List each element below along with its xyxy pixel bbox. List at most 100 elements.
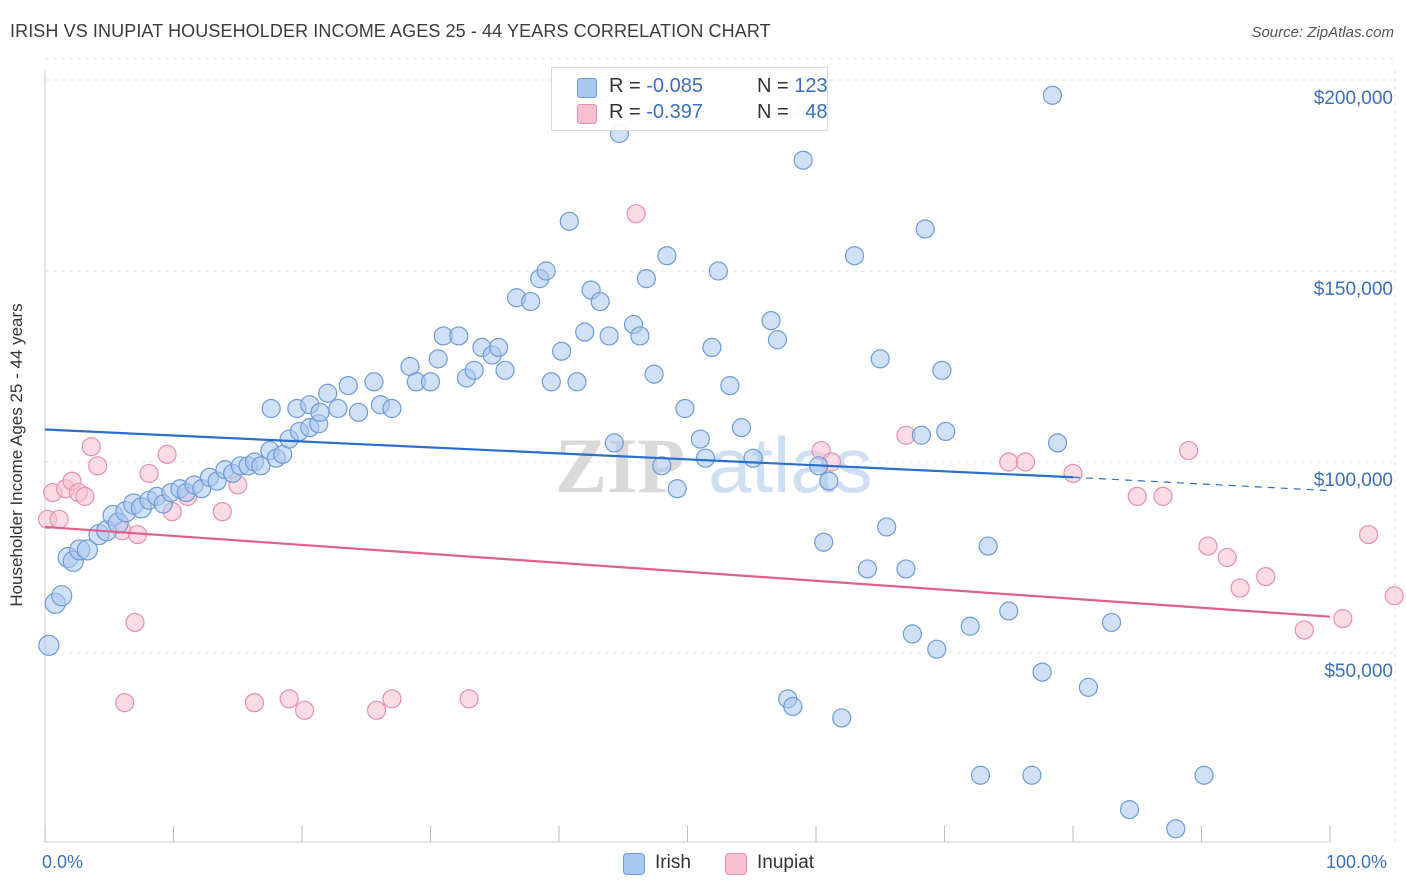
- irish-point-51: [428, 349, 448, 369]
- inupiat-point-33: [1063, 463, 1083, 484]
- irish-point-87: [731, 418, 752, 438]
- irish-point-61: [521, 291, 541, 312]
- irish-point-63: [536, 261, 556, 281]
- irish-r-value: -0.085: [646, 75, 703, 97]
- irish-point-116: [1047, 433, 1068, 453]
- y-tick-label-1: $100,000: [1314, 470, 1393, 491]
- irish-point-59: [495, 360, 515, 380]
- irish-point-85: [708, 261, 728, 281]
- irish-point-53: [449, 326, 469, 346]
- inupiat-trend-line: [44, 525, 1331, 618]
- irish-point-67: [567, 372, 587, 392]
- inupiat-point-39: [1230, 578, 1250, 598]
- irish-point-71: [599, 326, 619, 346]
- irish-point-47: [382, 398, 402, 419]
- irish-point-77: [644, 364, 664, 384]
- inupiat-point-34: [1127, 486, 1147, 506]
- irish-point-119: [1119, 800, 1140, 820]
- inupiat-point-36: [1179, 440, 1199, 461]
- irish-point-121: [1194, 765, 1214, 785]
- y-tick-label-0: $50,000: [1324, 661, 1393, 682]
- irish-point-120: [1166, 819, 1186, 839]
- inupiat-point-24: [459, 689, 479, 709]
- x-tick-max: 100.0%: [1326, 852, 1388, 872]
- inupiat-point-32: [1015, 452, 1036, 472]
- irish-point-2: [51, 585, 73, 607]
- series-legend: Irish Inupiat: [0, 851, 1406, 879]
- inupiat-point-44: [1384, 586, 1404, 606]
- irish-point-6: [76, 539, 99, 561]
- inupiat-point-22: [366, 700, 387, 720]
- inupiat-point-17: [212, 502, 232, 522]
- irish-point-111: [978, 536, 998, 556]
- irish-point-118: [1101, 612, 1122, 633]
- irish-point-70: [590, 291, 610, 312]
- irish-point-64: [541, 372, 561, 392]
- irish-point-65: [551, 341, 572, 361]
- inupiat-point-10: [115, 693, 135, 713]
- inupiat-point-14: [157, 444, 177, 464]
- y-tick-label-3: $200,000: [1314, 88, 1393, 109]
- chart-title: IRISH VS INUPIAT HOUSEHOLDER INCOME AGES…: [10, 21, 771, 41]
- irish-n-label: N =: [757, 75, 789, 97]
- irish-point-112: [999, 601, 1019, 621]
- x-tick-min: 0.0%: [42, 852, 84, 872]
- inupiat-legend-swatch: [725, 853, 747, 875]
- inupiat-point-40: [1256, 566, 1276, 587]
- inupiat-point-35: [1153, 486, 1173, 506]
- inupiat-point-6: [75, 486, 95, 506]
- irish-point-107: [932, 360, 952, 380]
- irish-point-96: [819, 471, 839, 491]
- irish-point-86: [720, 376, 740, 396]
- irish-point-101: [877, 517, 897, 537]
- inupiat-point-43: [1358, 524, 1379, 545]
- inupiat-point-19: [244, 693, 265, 713]
- irish-point-58: [489, 337, 509, 357]
- irish-point-90: [767, 330, 788, 350]
- irish-point-109: [960, 616, 980, 636]
- inupiat-n-value: 48: [805, 101, 828, 123]
- irish-point-104: [911, 425, 931, 445]
- irish-point-100: [870, 349, 890, 369]
- irish-legend-swatch: [623, 853, 645, 875]
- inupiat-point-37: [1198, 536, 1218, 556]
- irish-point-105: [915, 219, 935, 239]
- irish-point-88: [743, 448, 763, 468]
- irish-point-55: [464, 360, 484, 380]
- irish-point-37: [261, 398, 281, 419]
- irish-point-72: [604, 433, 624, 453]
- irish-point-84: [702, 337, 722, 357]
- irish-point-81: [675, 398, 695, 419]
- irish-point-43: [338, 376, 358, 396]
- irish-r-label: R =: [609, 75, 641, 97]
- irish-point-79: [657, 246, 677, 266]
- irish-point-29: [251, 456, 271, 476]
- inupiat-r-label: R =: [609, 101, 641, 123]
- irish-point-75: [630, 326, 650, 346]
- inupiat-point-13: [139, 463, 159, 484]
- inupiat-point-23: [382, 689, 402, 709]
- irish-point-41: [318, 383, 338, 403]
- y-tick-labels: $50,000 $100,000 $150,000 $200,000: [1314, 88, 1393, 682]
- irish-point-66: [559, 211, 579, 231]
- irish-trend-line: [44, 428, 1074, 479]
- inupiat-legend-label: Inupiat: [757, 852, 815, 873]
- inupiat-point-41: [1294, 620, 1314, 640]
- inupiat-point-42: [1333, 609, 1353, 629]
- irish-point-93: [793, 150, 813, 170]
- inupiat-r-value: -0.397: [646, 101, 703, 123]
- irish-point-95: [814, 532, 834, 552]
- irish-point-78: [652, 456, 672, 476]
- inupiat-point-2: [49, 509, 69, 529]
- irish-point-68: [575, 322, 595, 342]
- inupiat-point-8: [88, 456, 108, 476]
- inupiat-n-label: N =: [757, 101, 789, 123]
- irish-point-98: [844, 246, 865, 266]
- irish-point-117: [1078, 677, 1099, 697]
- irish-point-44: [348, 402, 369, 422]
- irish-point-92: [783, 696, 803, 717]
- irish-point-115: [1042, 85, 1063, 105]
- irish-trend-extension: [1072, 476, 1331, 492]
- trend-lines: [44, 428, 1331, 618]
